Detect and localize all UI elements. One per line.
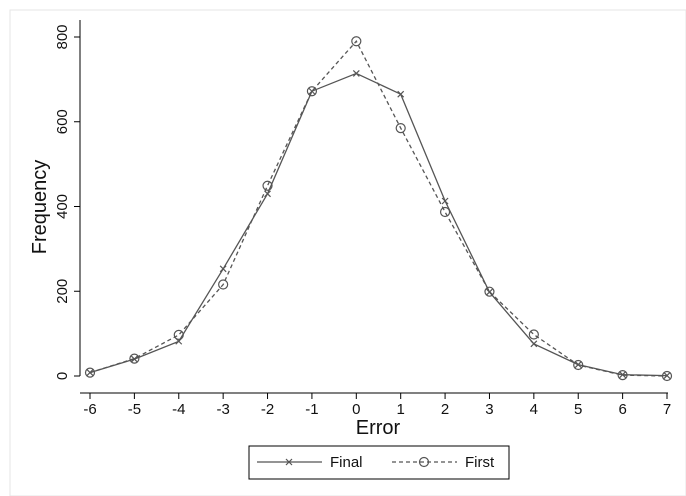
data-point xyxy=(129,353,140,364)
data-point xyxy=(661,370,673,382)
data-point xyxy=(619,371,627,379)
data-point xyxy=(530,340,538,348)
data-point xyxy=(528,329,539,340)
data-point xyxy=(617,370,628,381)
x-tick-label: 2 xyxy=(441,401,449,418)
legend-items: Final First xyxy=(257,454,495,471)
x-tick-label: 4 xyxy=(530,401,538,418)
y-ticks: 0 200 400 600 800 xyxy=(54,24,80,380)
legend-marker xyxy=(418,456,430,468)
data-point xyxy=(173,329,184,340)
data-point xyxy=(262,180,273,191)
x-tick-label: -2 xyxy=(261,401,274,418)
legend-marker xyxy=(285,458,293,466)
x-tick-label: -4 xyxy=(172,401,185,418)
y-tick-label: 0 xyxy=(54,372,71,380)
data-point xyxy=(352,70,360,77)
x-tick-label: 5 xyxy=(574,401,582,418)
series-layer xyxy=(84,36,673,382)
data-point xyxy=(439,206,451,218)
outer-frame xyxy=(9,9,686,496)
y-axis-title: Frequency xyxy=(29,160,51,255)
legend-item-final: Final xyxy=(257,454,363,471)
x-tick-label: -3 xyxy=(216,401,229,418)
data-point xyxy=(395,123,406,134)
data-point xyxy=(84,367,96,378)
y-tick-label: 400 xyxy=(54,194,71,219)
legend-label: Final xyxy=(330,454,363,471)
data-point xyxy=(219,265,227,273)
legend: Final First xyxy=(248,445,510,480)
x-ticks: -6 -5 -4 -3 -2 -1 0 1 2 3 4 5 6 7 xyxy=(83,393,671,418)
data-point xyxy=(397,90,405,98)
y-tick-label: 200 xyxy=(54,279,71,304)
y-tick-label: 600 xyxy=(54,109,71,134)
x-tick-label: -5 xyxy=(128,401,141,418)
data-point xyxy=(351,36,362,47)
series-line-first xyxy=(89,40,668,377)
y-tick-label: 800 xyxy=(54,24,71,49)
legend-label: First xyxy=(465,454,495,471)
x-tick-label: 1 xyxy=(397,401,405,418)
x-tick-label: 3 xyxy=(485,401,493,418)
series-first xyxy=(84,36,673,382)
legend-item-first: First xyxy=(392,454,495,471)
x-tick-label: -1 xyxy=(305,401,318,418)
data-point xyxy=(264,190,271,198)
data-point xyxy=(573,359,584,371)
data-point xyxy=(441,197,449,205)
x-axis-title: Error xyxy=(356,417,401,439)
x-tick-label: 7 xyxy=(663,401,671,418)
data-point xyxy=(306,86,318,97)
data-point xyxy=(484,286,495,297)
x-tick-label: 6 xyxy=(618,401,626,418)
data-point xyxy=(86,369,94,377)
x-tick-label: -6 xyxy=(83,401,96,418)
x-tick-label: 0 xyxy=(352,401,360,418)
data-point xyxy=(218,279,229,290)
